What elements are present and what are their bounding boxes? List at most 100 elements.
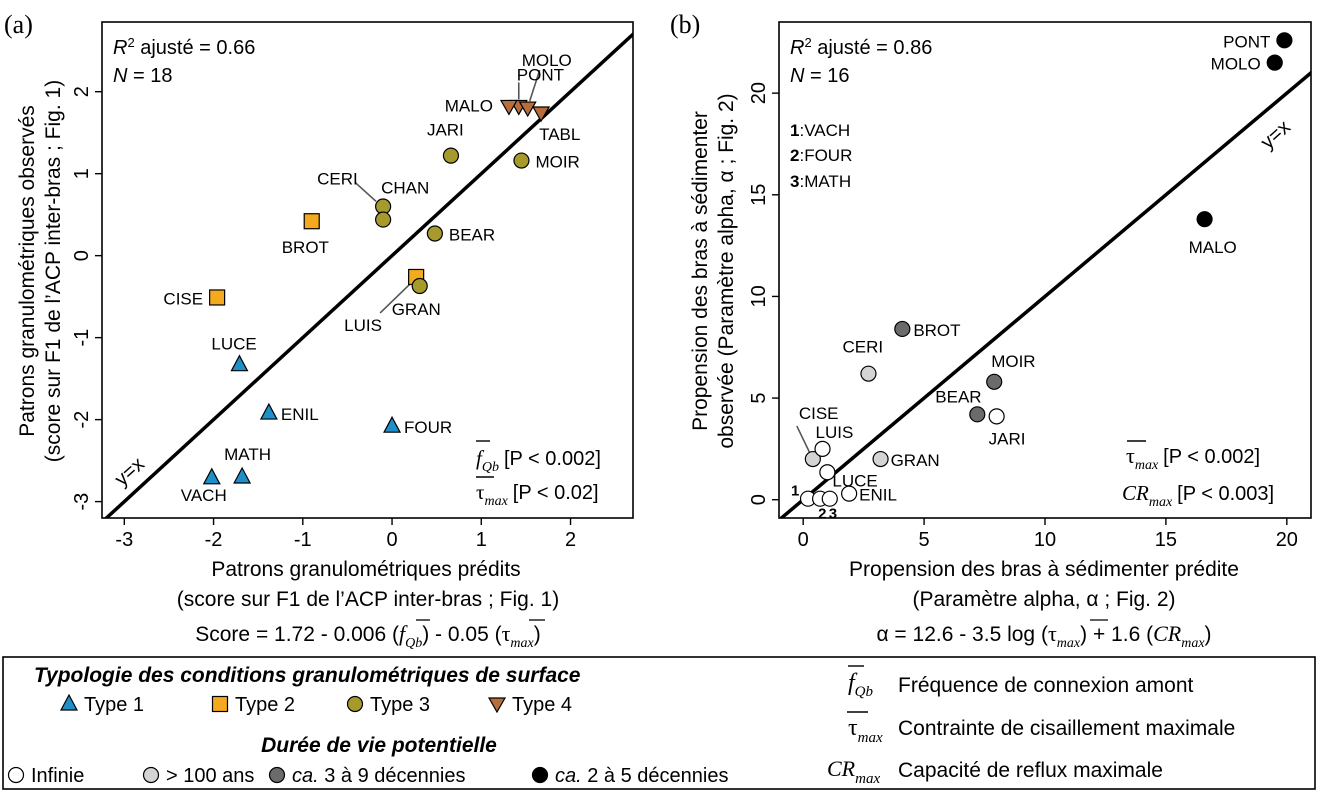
point-luce bbox=[819, 464, 836, 481]
x-tick-label-a: -3 bbox=[115, 529, 133, 551]
point-malo bbox=[1196, 211, 1213, 228]
definition-cr-symbol: CRmax bbox=[827, 756, 880, 787]
point-label: VACH bbox=[181, 486, 227, 505]
point-label: CISE bbox=[163, 289, 203, 308]
point-moir bbox=[986, 373, 1003, 390]
plot-frame-a bbox=[101, 21, 634, 519]
y-tick-label-a: 0 bbox=[71, 250, 93, 261]
point-brot bbox=[303, 213, 320, 230]
point-label: MATH bbox=[224, 445, 271, 464]
point-enil bbox=[841, 485, 858, 502]
point-label: PONT bbox=[1223, 32, 1270, 51]
point-label: PONT bbox=[517, 65, 564, 84]
key-item-3: 3:MATH bbox=[790, 172, 851, 191]
y-tick-label-b: 20 bbox=[748, 82, 770, 104]
legend-marker-type3 bbox=[346, 695, 364, 713]
point-label: MOIR bbox=[991, 352, 1035, 371]
legend-lifespan-label: ca. 3 à 9 décennies bbox=[292, 765, 465, 787]
point-pont bbox=[1276, 32, 1293, 49]
r2-stat-b: R2 ajusté = 0.86 bbox=[790, 35, 932, 59]
leader-line bbox=[379, 282, 412, 314]
point-label: LUCE bbox=[211, 335, 256, 354]
significance-a: fQb [P < 0.002] τmax [P < 0.02] bbox=[476, 440, 601, 509]
point-cise bbox=[804, 450, 821, 468]
point-jari bbox=[988, 408, 1005, 425]
y-tick-label-a: -3 bbox=[71, 493, 93, 511]
point-molo bbox=[1266, 54, 1283, 71]
point-label: GRAN bbox=[891, 451, 940, 470]
key-item-1: 1:VACH bbox=[790, 121, 850, 140]
point-gran bbox=[872, 450, 889, 468]
n-stat-b: N = 16 bbox=[790, 65, 850, 87]
svg-text:α = 12.6 - 3.5 log (τmax) + 1.: α = 12.6 - 3.5 log (τmax) + 1.6 (CRmax) bbox=[876, 621, 1211, 651]
typology-title: Typologie des conditions granulométrique… bbox=[34, 664, 581, 687]
plot-frame-b bbox=[778, 21, 1312, 519]
n-stat-a: N = 18 bbox=[113, 65, 173, 87]
point-tabl bbox=[532, 106, 551, 123]
lifespan-title: Durée de vie potentielle bbox=[261, 734, 497, 757]
y-tick-label-a: 2 bbox=[71, 86, 93, 97]
point-bear bbox=[426, 225, 443, 242]
x-axis-subtitle-b: (Paramètre alpha, α ; Fig. 2) bbox=[912, 588, 1175, 611]
point-math bbox=[233, 466, 252, 484]
legend-lifespan-label: > 100 ans bbox=[166, 765, 254, 787]
x-tick-label-a: 1 bbox=[476, 529, 487, 551]
point-cise bbox=[209, 289, 226, 306]
point-label: JARI bbox=[427, 121, 464, 140]
point-label: BEAR bbox=[935, 387, 981, 406]
significance-b: τmax [P < 0.002] CRmax [P < 0.003] bbox=[1122, 440, 1274, 510]
x-tick-label-a: 2 bbox=[565, 529, 576, 551]
point-brot bbox=[894, 320, 911, 338]
definitions: fQb Fréquence de connexion amont τmax Co… bbox=[827, 665, 1235, 787]
y-axis-subtitle-a: (score sur F1 de l’ACP inter-bras ; Fig.… bbox=[42, 80, 65, 462]
legend-type-label: Type 4 bbox=[512, 694, 572, 716]
point-label: GRAN bbox=[392, 300, 441, 319]
point-ceri bbox=[860, 365, 877, 382]
y-tick-label-b: 0 bbox=[748, 494, 770, 505]
legend-marker-type4 bbox=[487, 697, 507, 714]
definition-tau-text: Contrainte de cisaillement maximale bbox=[898, 717, 1235, 740]
y-tick-label-b: 10 bbox=[748, 285, 770, 307]
scatter-points-a bbox=[202, 99, 551, 485]
identity-line-a bbox=[103, 31, 633, 518]
point-label: CERI bbox=[842, 338, 883, 357]
point-four bbox=[383, 415, 402, 433]
point-jari bbox=[442, 147, 460, 164]
y-axis-title-a: Patrons granulométriques observés bbox=[16, 105, 39, 437]
r2-stat-a: R2 ajusté = 0.66 bbox=[113, 35, 255, 59]
x-tick-label-b: 5 bbox=[919, 529, 930, 551]
legend-lifespan-label: ca. 2 à 5 décennies bbox=[555, 765, 728, 787]
x-tick-label-b: 15 bbox=[1155, 529, 1177, 551]
x-axis-title-b: Propension des bras à sédimenter prédite bbox=[849, 558, 1239, 581]
x-tick-label-a: -1 bbox=[294, 529, 312, 551]
numbered-key-b: 1:VACH 2:FOUR 3:MATH bbox=[790, 121, 852, 191]
y-tick-label-a: -2 bbox=[71, 411, 93, 429]
x-axis-subtitle-a: (score sur F1 de l’ACP inter-bras ; Fig.… bbox=[177, 588, 559, 611]
x-tick-label-a: -2 bbox=[205, 529, 223, 551]
point-chan bbox=[375, 211, 392, 228]
significance-b-tau: τmax [P < 0.002] bbox=[1126, 443, 1260, 473]
point-label: BROT bbox=[282, 238, 329, 257]
equation-a: Score = 1.72 - 0.006 (fQb) - 0.05 (τmax) bbox=[195, 619, 545, 651]
identity-line-b bbox=[779, 70, 1311, 518]
point-label: 1 bbox=[791, 483, 799, 500]
legend-type-label: Type 2 bbox=[235, 694, 295, 716]
point-label: FOUR bbox=[404, 418, 452, 437]
identity-label-b: y=x bbox=[1257, 116, 1295, 154]
point-gran bbox=[411, 277, 428, 295]
significance-a-tau: τmax [P < 0.02] bbox=[476, 480, 599, 509]
point-label: ENIL bbox=[281, 405, 319, 424]
point-label: 3 bbox=[829, 506, 837, 523]
point-luis bbox=[814, 440, 831, 457]
point-label: ENIL bbox=[859, 486, 897, 505]
y-axis-b: 0 5 10 15 20 bbox=[748, 82, 779, 505]
legend-marker-over100 bbox=[142, 766, 160, 784]
y-tick-label-a: 1 bbox=[71, 168, 93, 179]
legend-marker-type2 bbox=[211, 695, 229, 713]
legend: Typologie des conditions granulométrique… bbox=[2, 656, 1316, 790]
legend-lifespan-label: Infinie bbox=[31, 765, 84, 787]
point-label: MOIR bbox=[535, 153, 579, 172]
x-axis-a: -3 -2 -1 0 1 2 bbox=[115, 518, 576, 551]
